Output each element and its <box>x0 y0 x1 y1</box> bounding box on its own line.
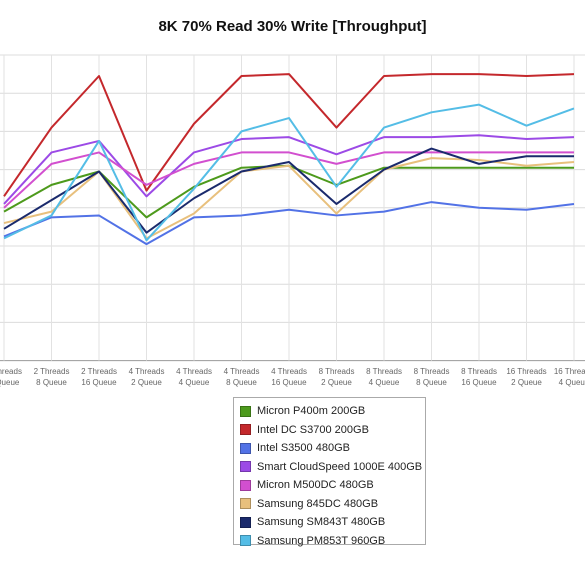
legend-item: Samsung 845DC 480GB <box>234 495 425 514</box>
series-line-8 <box>3 103 575 242</box>
series-lines <box>3 73 575 246</box>
legend: Micron P400m 200GB Intel DC S3700 200GB In… <box>233 397 426 547</box>
x-tick-label: 4 Threads 2 Queue <box>129 367 165 387</box>
series-line-3 <box>3 201 575 246</box>
x-tick-label: 8 Threads 4 Queue <box>366 367 402 387</box>
legend-item: Smart CloudSpeed 1000E 400GB <box>234 458 425 477</box>
legend-swatch <box>240 442 251 454</box>
legend-item: Samsung SM843T 480GB <box>234 513 425 532</box>
x-tick-label: 2 Threads 16 Queue <box>81 367 117 387</box>
series-line-7 <box>3 147 574 234</box>
legend-swatch <box>240 479 251 491</box>
series-line-5 <box>3 151 574 209</box>
legend-item: Samsung PM853T 960GB <box>234 532 425 551</box>
legend-swatch <box>240 535 251 547</box>
legend-item: Intel S3500 480GB <box>234 439 425 458</box>
legend-label: Micron P400m 200GB <box>257 405 366 418</box>
legend-label: Micron M500DC 480GB <box>257 479 374 492</box>
legend-swatch <box>240 498 251 510</box>
legend-item: Micron M500DC 480GB <box>234 476 425 495</box>
legend-label: Samsung SM843T 480GB <box>257 516 386 529</box>
legend-label: Intel S3500 480GB <box>257 442 350 455</box>
legend-swatch <box>240 461 251 473</box>
legend-item: Intel DC S3700 200GB <box>234 421 425 440</box>
series-line-2 <box>3 73 575 197</box>
legend-label: Samsung 845DC 480GB <box>257 497 379 510</box>
x-tick-label: 2 Threads 8 Queue <box>34 367 70 387</box>
x-tick-label: 4 Threads 16 Queue <box>271 367 307 387</box>
legend-label: Intel DC S3700 200GB <box>257 423 369 436</box>
legend-swatch <box>240 405 251 417</box>
legend-swatch <box>240 516 251 528</box>
x-tick-label: 16 Threads 2 Queue <box>506 367 546 387</box>
legend-item: Micron P400m 200GB <box>234 402 425 421</box>
x-tick-label: 8 Threads 16 Queue <box>461 367 497 387</box>
chart-title: 8K 70% Read 30% Write [Throughput] <box>158 18 427 35</box>
x-tick-label: 8 Threads 2 Queue <box>319 367 355 387</box>
legend-swatch <box>240 424 251 436</box>
x-tick-label: 8 Threads 8 Queue <box>414 367 450 387</box>
x-tick-label: 4 Threads 8 Queue <box>224 367 260 387</box>
legend-label: Smart CloudSpeed 1000E 400GB <box>257 460 423 473</box>
x-tick-label: 4 Threads 4 Queue <box>176 367 212 387</box>
legend-label: Samsung PM853T 960GB <box>257 534 386 547</box>
